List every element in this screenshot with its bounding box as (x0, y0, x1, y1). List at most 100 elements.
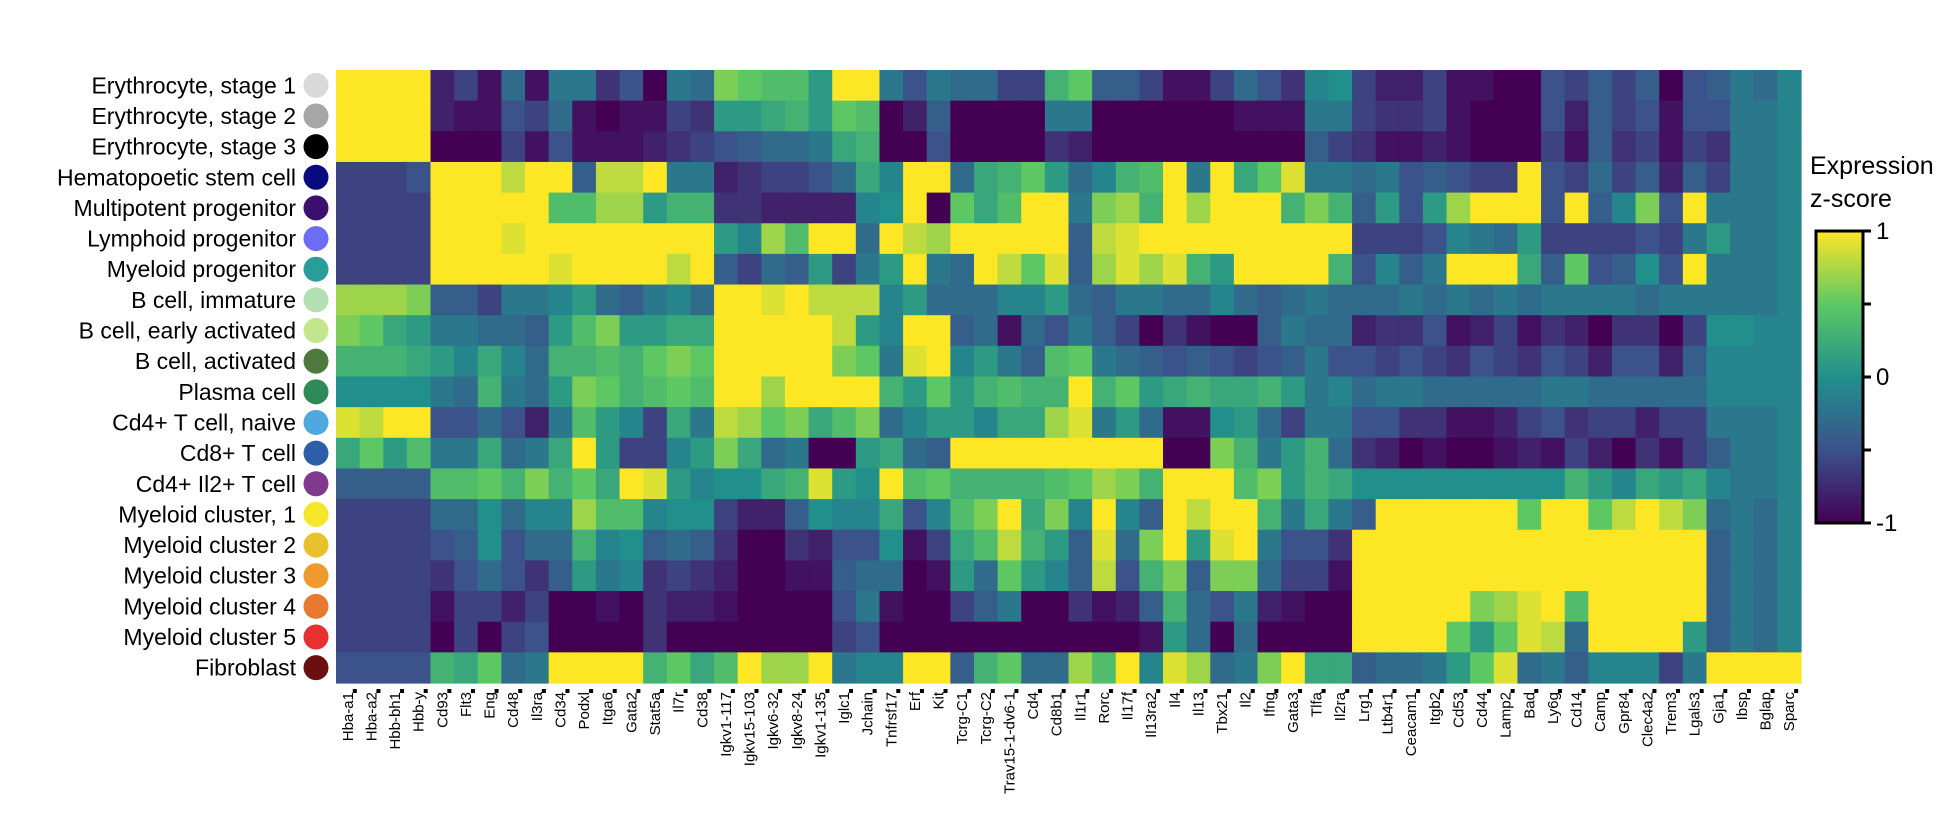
heatmap-cell (761, 70, 786, 102)
heatmap-cell (1281, 284, 1306, 316)
column-tick (1345, 689, 1350, 693)
heatmap-cell (1210, 70, 1235, 102)
heatmap-cell (1753, 223, 1778, 255)
heatmap-cell (903, 560, 928, 592)
heatmap-cell (1493, 223, 1519, 255)
heatmap-cell (1257, 315, 1282, 347)
heatmap-cell (1352, 131, 1377, 163)
heatmap-cell (1659, 70, 1684, 102)
heatmap-cell (1753, 284, 1778, 316)
heatmap-cell (666, 652, 692, 684)
heatmap-cell (1730, 70, 1755, 102)
heatmap-cell (1233, 161, 1259, 194)
heatmap-cell (525, 529, 550, 561)
heatmap-cell (572, 223, 597, 255)
heatmap-cell (1446, 100, 1471, 132)
heatmap-cell (359, 70, 384, 102)
heatmap-cell (1044, 100, 1070, 132)
heatmap-cell (406, 376, 432, 408)
heatmap-cell (1115, 621, 1140, 653)
heatmap-cell (855, 437, 881, 470)
heatmap-cell (1163, 437, 1188, 470)
heatmap-cell (501, 70, 526, 102)
heatmap-cell (1446, 437, 1471, 470)
heatmap-cell (1706, 437, 1731, 470)
heatmap-cell (1446, 560, 1471, 592)
heatmap-cell (784, 131, 810, 163)
heatmap-cell (784, 621, 810, 653)
heatmap-cell (784, 253, 810, 286)
heatmap-cell (808, 315, 833, 347)
heatmap-cell (1635, 529, 1660, 561)
heatmap-cell (1470, 560, 1495, 592)
heatmap-cell (950, 345, 975, 378)
heatmap-cell (1092, 621, 1117, 653)
heatmap-cell (1564, 621, 1589, 653)
row-color-marker (303, 563, 329, 589)
heatmap-cell (477, 131, 502, 163)
heatmap-cell (525, 468, 550, 500)
heatmap-cell (1470, 591, 1495, 623)
heatmap-cell (1328, 161, 1353, 194)
heatmap-cell (595, 223, 621, 255)
heatmap-cell (1375, 560, 1400, 592)
heatmap-cell (1541, 529, 1566, 561)
heatmap-cell (525, 621, 550, 653)
heatmap-cell (1470, 529, 1495, 561)
row-label: Myeloid cluster 5 (123, 624, 296, 650)
heatmap-cell (595, 253, 621, 286)
heatmap-cell (454, 468, 479, 500)
heatmap-cell (430, 376, 455, 408)
heatmap-cell (1777, 223, 1802, 255)
heatmap-cell (1422, 131, 1448, 163)
heatmap-cell (1257, 192, 1282, 224)
column-label: Igkv15-103 (742, 692, 759, 766)
heatmap-cell (1659, 223, 1684, 255)
heatmap-cell (855, 192, 881, 224)
heatmap-cell (1588, 437, 1613, 470)
column-tick (1297, 689, 1302, 693)
column-tick (1699, 689, 1704, 693)
heatmap-cell (1021, 591, 1046, 623)
heatmap-cell (1092, 161, 1117, 194)
heatmap-cell (1352, 315, 1377, 347)
heatmap-cell (808, 376, 833, 408)
heatmap-cell (1682, 652, 1708, 684)
heatmap-cell (1446, 253, 1471, 286)
heatmap-cell (1375, 284, 1400, 316)
column-label: Jchain (860, 692, 877, 735)
heatmap-cell (737, 376, 762, 408)
heatmap-cell (926, 192, 951, 224)
heatmap-cell (548, 376, 573, 408)
heatmap-cell (761, 315, 786, 347)
heatmap-cell (1777, 621, 1802, 653)
heatmap-cell (1588, 315, 1613, 347)
heatmap-cell (1470, 621, 1495, 653)
column-label: Cd53 (1450, 692, 1467, 728)
heatmap-cell (1517, 468, 1542, 500)
heatmap-cell (1682, 560, 1708, 592)
heatmap-cell (1068, 652, 1093, 684)
heatmap-cell (1682, 253, 1708, 286)
heatmap-cell (1115, 131, 1140, 163)
heatmap-cell (832, 376, 857, 408)
column-label: Il17f (1120, 691, 1137, 720)
heatmap-cell (690, 345, 715, 378)
heatmap-cell (548, 621, 573, 653)
heatmap-cell (525, 100, 550, 132)
heatmap-cell (950, 223, 975, 255)
heatmap-cell (1210, 284, 1235, 316)
row-label: Cd8+ T cell (180, 440, 296, 466)
heatmap-cell (761, 652, 786, 684)
heatmap-cell (1659, 560, 1684, 592)
heatmap-cell (1044, 192, 1070, 224)
heatmap-cell (997, 223, 1022, 255)
heatmap-cell (997, 407, 1022, 439)
heatmap-cell (477, 499, 502, 531)
heatmap-cell (1375, 621, 1400, 653)
heatmap-cell (1281, 131, 1306, 163)
column-label: Il2ra (1332, 691, 1349, 721)
column-label: Flt3 (458, 692, 475, 717)
heatmap-cell (1753, 131, 1778, 163)
heatmap-cell (619, 621, 644, 653)
